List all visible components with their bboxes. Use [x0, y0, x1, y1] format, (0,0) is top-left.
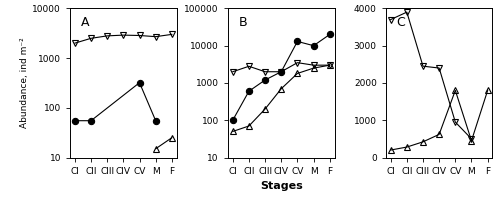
- Text: B: B: [238, 16, 247, 29]
- Y-axis label: Abundance, ind m⁻²: Abundance, ind m⁻²: [20, 38, 30, 128]
- Text: A: A: [80, 16, 89, 29]
- X-axis label: Stages: Stages: [260, 181, 302, 191]
- Text: C: C: [396, 16, 405, 29]
